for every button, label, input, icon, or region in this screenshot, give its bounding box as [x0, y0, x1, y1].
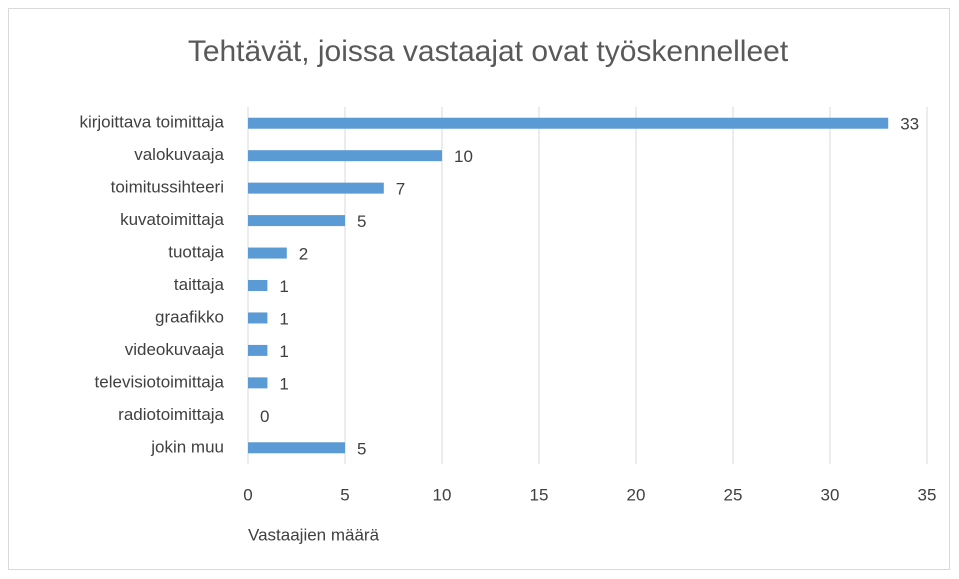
x-tick-label: 5	[340, 485, 349, 504]
data-label: 5	[357, 212, 366, 231]
y-tick-label: jokin muu	[150, 437, 224, 456]
y-tick-label: toimitussihteeri	[111, 178, 224, 197]
data-label: 2	[299, 245, 308, 264]
y-tick-label: tuottaja	[168, 243, 224, 262]
y-tick-label: televisiotoimittaja	[95, 372, 225, 391]
y-tick-label: radiotoimittaja	[118, 405, 224, 424]
y-tick-label: valokuvaaja	[134, 145, 224, 164]
x-tick-label: 0	[243, 485, 252, 504]
bar	[248, 150, 442, 162]
data-label: 0	[260, 407, 269, 426]
x-tick-label: 20	[627, 485, 646, 504]
chart-border	[8, 8, 950, 570]
x-tick-label: 35	[918, 485, 937, 504]
bar	[248, 247, 287, 259]
data-label: 1	[279, 342, 288, 361]
bar	[248, 312, 268, 324]
data-label: 7	[396, 180, 405, 199]
data-label: 1	[279, 309, 288, 328]
bar	[248, 182, 384, 194]
data-label: 1	[279, 374, 288, 393]
data-label: 33	[900, 115, 919, 134]
data-label: 1	[279, 277, 288, 296]
x-axis-label: Vastaajien määrä	[248, 525, 380, 544]
y-tick-label: taittaja	[174, 275, 225, 294]
y-tick-label: videokuvaaja	[125, 340, 225, 359]
y-tick-label: kirjoittava toimittaja	[79, 113, 224, 132]
y-tick-label: graafikko	[155, 307, 224, 326]
data-label: 10	[454, 147, 473, 166]
data-label: 5	[357, 439, 366, 458]
chart-title: Tehtävät, joissa vastaajat ovat työskenn…	[188, 35, 789, 68]
x-tick-label: 10	[433, 485, 452, 504]
y-tick-label: kuvatoimittaja	[120, 210, 224, 229]
bar	[248, 280, 268, 291]
x-tick-label: 30	[821, 485, 840, 504]
x-tick-label: 15	[530, 485, 549, 504]
bar	[248, 215, 345, 227]
bar	[248, 344, 268, 356]
bar	[248, 117, 889, 129]
bar	[248, 442, 345, 454]
x-tick-label: 25	[724, 485, 743, 504]
bar	[248, 377, 268, 389]
